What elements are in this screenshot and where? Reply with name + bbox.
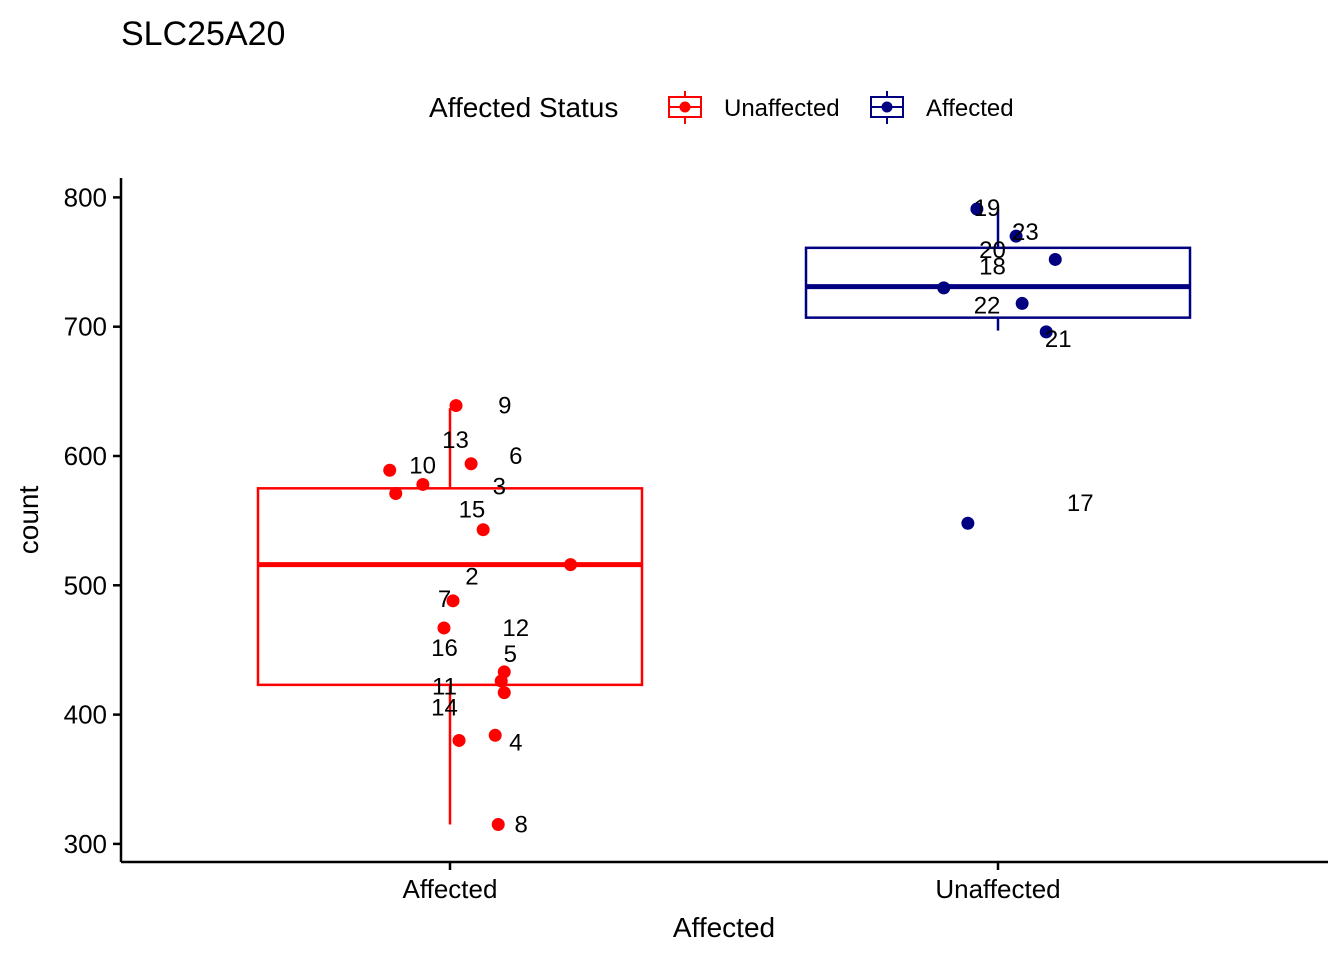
y-axis: 300 400 500 600 700 800 [64, 178, 123, 862]
legend-title: Affected Status [429, 92, 618, 123]
data-point [1015, 296, 1029, 310]
data-point [383, 463, 397, 477]
point-label: 17 [1067, 490, 1094, 517]
point-label: 7 [438, 586, 451, 613]
y-tick-label: 600 [64, 441, 107, 471]
data-point [437, 621, 451, 635]
point-label: 5 [504, 641, 517, 668]
data-point [1039, 325, 1053, 339]
point-label: 13 [442, 427, 469, 454]
point-label: 10 [409, 452, 436, 479]
legend-key-point [881, 101, 893, 113]
point-label: 3 [493, 473, 506, 500]
point-label: 20 [979, 237, 1006, 264]
x-tick-label: Affected [403, 874, 498, 904]
point-label: 23 [1012, 219, 1039, 246]
data-point [564, 558, 578, 572]
y-tick-label: 300 [64, 829, 107, 859]
x-ticks: Affected Unaffected [403, 862, 1061, 904]
box-affected [256, 408, 644, 825]
data-point [491, 818, 505, 832]
data-point [389, 486, 403, 500]
data-point [452, 733, 466, 747]
point-label: 12 [502, 615, 529, 642]
data-point [464, 457, 478, 471]
y-tick-label: 800 [64, 182, 107, 212]
legend-key-point [679, 101, 691, 113]
chart-title: SLC25A20 [121, 15, 285, 53]
legend-label: Unaffected [724, 95, 840, 122]
point-label: 21 [1045, 326, 1072, 353]
data-point [494, 674, 508, 688]
y-tick-label: 700 [64, 312, 107, 342]
data-point [449, 399, 463, 413]
point-label: 9 [498, 393, 511, 420]
point-label: 18 [979, 253, 1006, 280]
point-label: 16 [431, 635, 458, 662]
y-tick-label: 500 [64, 570, 107, 600]
box-rect [804, 246, 1192, 319]
y-tick-label: 400 [64, 700, 107, 730]
point-label: 6 [509, 443, 522, 470]
box-rect [256, 487, 644, 687]
x-axis-title: Affected [673, 912, 775, 943]
point-label: 11 [432, 674, 457, 701]
legend: Affected Status Unaffected Affected [429, 91, 1014, 124]
data-point [446, 594, 460, 608]
data-point [970, 202, 984, 216]
data-point [497, 686, 511, 700]
y-axis-title: count [13, 486, 44, 555]
legend-key-affected: Affected [870, 91, 1014, 124]
data-point [416, 477, 430, 491]
point-label: 4 [509, 729, 522, 756]
data-point [1048, 252, 1062, 266]
data-point [488, 728, 502, 742]
data-point [1009, 229, 1023, 243]
point-label: 22 [974, 292, 1001, 319]
data-point [961, 516, 975, 530]
legend-label: Affected [926, 95, 1014, 122]
point-label: 19 [974, 195, 1001, 222]
data-point [476, 523, 490, 537]
y-ticks: 300 400 500 600 700 800 [64, 182, 121, 859]
data-point [937, 281, 951, 295]
box-unaffected [804, 209, 1192, 331]
point-label: 8 [515, 812, 528, 839]
x-tick-label: Unaffected [935, 874, 1060, 904]
x-axis: Affected Unaffected [121, 860, 1328, 904]
point-label: 2 [465, 564, 478, 591]
point-label: 15 [459, 497, 486, 524]
boxes [256, 209, 1192, 825]
legend-keys: Unaffected Affected [668, 91, 1014, 124]
point-label: 14 [431, 694, 458, 721]
legend-key-unaffected: Unaffected [668, 91, 840, 124]
